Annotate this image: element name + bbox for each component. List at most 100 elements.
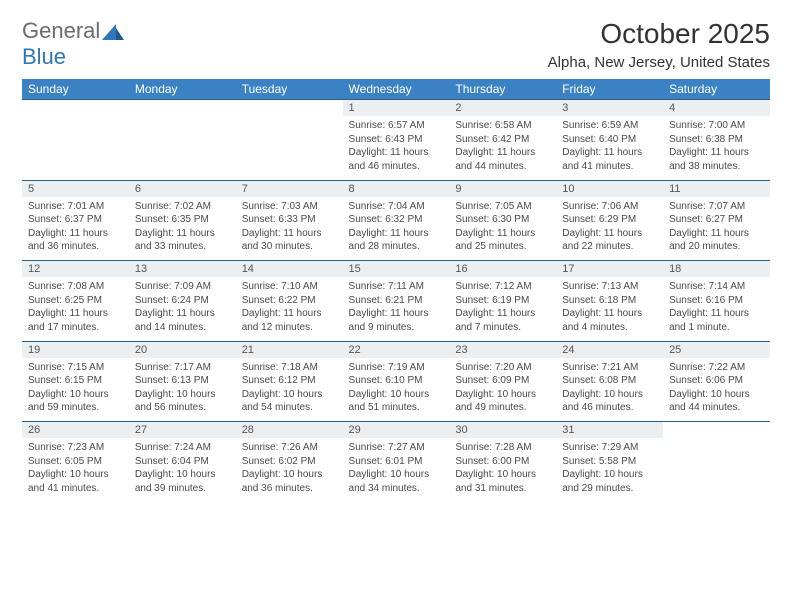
day-daylight2: and 20 minutes. [669,240,764,254]
day-daylight1: Daylight: 11 hours [242,307,337,321]
day-sunrise: Sunrise: 7:04 AM [349,200,444,214]
day-sunset: Sunset: 6:42 PM [455,133,550,147]
day-content-cell: Sunrise: 7:04 AMSunset: 6:32 PMDaylight:… [343,197,450,261]
day-number-cell [236,100,343,117]
day-daylight1: Daylight: 10 hours [669,388,764,402]
day-number-cell: 12 [22,261,129,278]
day-content-cell: Sunrise: 7:05 AMSunset: 6:30 PMDaylight:… [449,197,556,261]
day-sunset: Sunset: 6:02 PM [242,455,337,469]
day-daylight1: Daylight: 11 hours [28,307,123,321]
day-number-cell: 24 [556,341,663,358]
day-number-cell: 7 [236,180,343,197]
day-daylight1: Daylight: 11 hours [455,227,550,241]
daynum-row: 19202122232425 [22,341,770,358]
day-sunrise: Sunrise: 7:08 AM [28,280,123,294]
day-daylight1: Daylight: 11 hours [349,307,444,321]
day-daylight2: and 12 minutes. [242,321,337,335]
day-daylight1: Daylight: 11 hours [669,227,764,241]
day-sunset: Sunset: 6:06 PM [669,374,764,388]
day-content-cell: Sunrise: 7:01 AMSunset: 6:37 PMDaylight:… [22,197,129,261]
day-header: Friday [556,79,663,100]
day-sunset: Sunset: 6:37 PM [28,213,123,227]
day-sunset: Sunset: 6:05 PM [28,455,123,469]
day-sunrise: Sunrise: 6:59 AM [562,119,657,133]
day-daylight2: and 49 minutes. [455,401,550,415]
day-daylight1: Daylight: 10 hours [562,388,657,402]
location: Alpha, New Jersey, United States [548,54,770,71]
day-daylight1: Daylight: 11 hours [562,227,657,241]
day-sunrise: Sunrise: 7:24 AM [135,441,230,455]
day-sunrise: Sunrise: 7:14 AM [669,280,764,294]
day-content-cell: Sunrise: 6:57 AMSunset: 6:43 PMDaylight:… [343,116,450,180]
day-daylight2: and 30 minutes. [242,240,337,254]
logo: General Blue [22,18,124,70]
day-sunrise: Sunrise: 7:05 AM [455,200,550,214]
day-daylight1: Daylight: 10 hours [455,388,550,402]
day-daylight2: and 17 minutes. [28,321,123,335]
day-header: Thursday [449,79,556,100]
day-daylight1: Daylight: 11 hours [28,227,123,241]
day-daylight1: Daylight: 11 hours [562,307,657,321]
title-block: October 2025 Alpha, New Jersey, United S… [548,18,770,71]
day-sunset: Sunset: 6:01 PM [349,455,444,469]
day-number-cell: 17 [556,261,663,278]
day-daylight2: and 44 minutes. [669,401,764,415]
day-number-cell: 4 [663,100,770,117]
day-sunrise: Sunrise: 7:06 AM [562,200,657,214]
day-content-cell: Sunrise: 7:11 AMSunset: 6:21 PMDaylight:… [343,277,450,341]
day-daylight1: Daylight: 11 hours [669,307,764,321]
day-daylight1: Daylight: 10 hours [455,468,550,482]
day-content-cell [129,116,236,180]
day-number-cell [22,100,129,117]
day-content-cell [22,116,129,180]
day-daylight2: and 29 minutes. [562,482,657,496]
day-number-cell: 22 [343,341,450,358]
daycontent-row: Sunrise: 7:23 AMSunset: 6:05 PMDaylight:… [22,438,770,502]
day-daylight2: and 7 minutes. [455,321,550,335]
day-content-cell: Sunrise: 6:58 AMSunset: 6:42 PMDaylight:… [449,116,556,180]
day-daylight2: and 4 minutes. [562,321,657,335]
day-sunset: Sunset: 6:29 PM [562,213,657,227]
day-sunset: Sunset: 6:30 PM [455,213,550,227]
day-content-cell: Sunrise: 7:13 AMSunset: 6:18 PMDaylight:… [556,277,663,341]
daynum-row: 12131415161718 [22,261,770,278]
day-sunset: Sunset: 6:09 PM [455,374,550,388]
daynum-row: 567891011 [22,180,770,197]
day-daylight1: Daylight: 11 hours [135,307,230,321]
day-number-cell: 30 [449,422,556,439]
day-sunrise: Sunrise: 7:22 AM [669,361,764,375]
day-number-cell: 14 [236,261,343,278]
day-number-cell: 28 [236,422,343,439]
day-sunrise: Sunrise: 7:21 AM [562,361,657,375]
day-number-cell: 1 [343,100,450,117]
day-sunset: Sunset: 6:12 PM [242,374,337,388]
day-daylight2: and 38 minutes. [669,160,764,174]
day-number-cell: 10 [556,180,663,197]
day-sunrise: Sunrise: 7:29 AM [562,441,657,455]
day-number-cell [129,100,236,117]
day-sunset: Sunset: 6:22 PM [242,294,337,308]
day-sunset: Sunset: 6:21 PM [349,294,444,308]
day-sunrise: Sunrise: 7:07 AM [669,200,764,214]
day-content-cell: Sunrise: 7:21 AMSunset: 6:08 PMDaylight:… [556,358,663,422]
day-content-cell: Sunrise: 7:22 AMSunset: 6:06 PMDaylight:… [663,358,770,422]
daycontent-row: Sunrise: 7:01 AMSunset: 6:37 PMDaylight:… [22,197,770,261]
day-number-cell: 26 [22,422,129,439]
day-number-cell: 18 [663,261,770,278]
day-daylight1: Daylight: 11 hours [455,146,550,160]
day-daylight2: and 31 minutes. [455,482,550,496]
day-daylight1: Daylight: 10 hours [349,388,444,402]
day-sunset: Sunset: 6:19 PM [455,294,550,308]
day-sunrise: Sunrise: 7:02 AM [135,200,230,214]
day-number-cell: 9 [449,180,556,197]
day-daylight2: and 54 minutes. [242,401,337,415]
day-content-cell: Sunrise: 7:07 AMSunset: 6:27 PMDaylight:… [663,197,770,261]
day-content-cell: Sunrise: 7:23 AMSunset: 6:05 PMDaylight:… [22,438,129,502]
day-daylight2: and 1 minute. [669,321,764,335]
day-daylight1: Daylight: 11 hours [135,227,230,241]
day-content-cell: Sunrise: 6:59 AMSunset: 6:40 PMDaylight:… [556,116,663,180]
day-sunrise: Sunrise: 7:28 AM [455,441,550,455]
day-content-cell: Sunrise: 7:18 AMSunset: 6:12 PMDaylight:… [236,358,343,422]
day-header-row: Sunday Monday Tuesday Wednesday Thursday… [22,79,770,100]
header: General Blue October 2025 Alpha, New Jer… [22,18,770,71]
